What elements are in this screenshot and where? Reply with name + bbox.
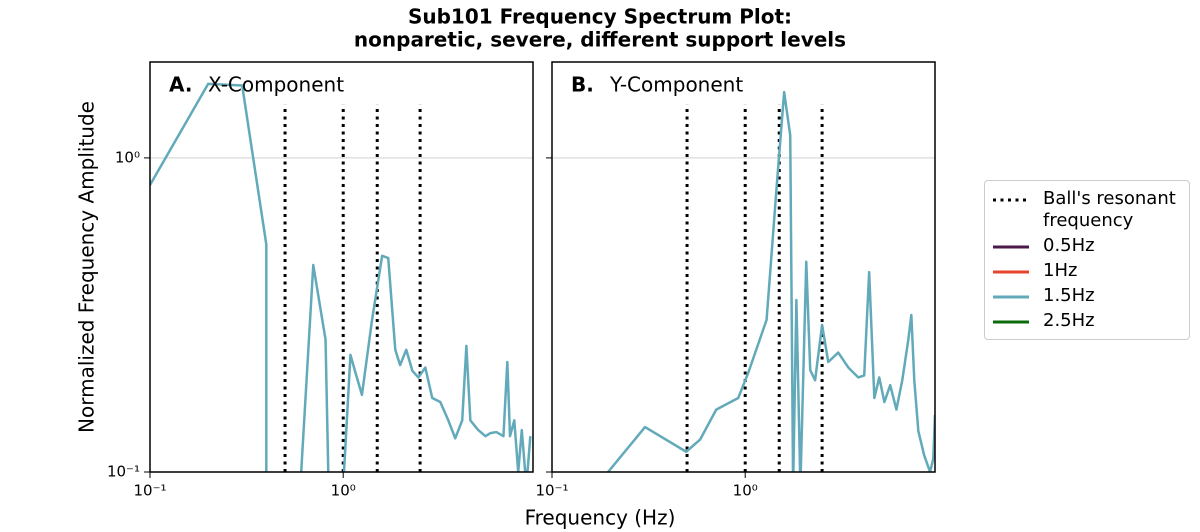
- panel-label: A.: [169, 73, 192, 97]
- axes-frame: [551, 61, 936, 473]
- y-axis-label: Normalized Frequency Amplitude: [75, 101, 99, 433]
- panel-label: B.: [571, 73, 594, 97]
- legend-label: 0.5Hz: [1043, 235, 1095, 256]
- legend-swatch: [993, 270, 1029, 274]
- data-line: [607, 90, 935, 472]
- legend-entry: 1Hz: [985, 260, 1189, 282]
- x-tick-label: 10⁰: [331, 482, 356, 500]
- panel-title: Y-Component: [609, 73, 743, 97]
- title-line: Sub101 Frequency Spectrum Plot:: [408, 5, 792, 29]
- legend-swatch: [993, 320, 1029, 324]
- axes-frame: [149, 61, 534, 473]
- title-line: nonparetic, severe, different support le…: [354, 28, 846, 52]
- legend-entry: 0.5Hz: [985, 235, 1189, 257]
- x-axis-label: Frequency (Hz): [525, 506, 676, 530]
- legend-label: 1.5Hz: [1043, 285, 1095, 306]
- legend-entry: 2.5Hz: [985, 310, 1189, 332]
- x-tick-label: 10⁰: [733, 482, 758, 500]
- legend-entry: 1.5Hz: [985, 285, 1189, 307]
- legend-label: 2.5Hz: [1043, 310, 1095, 331]
- legend: Ball's resonant frequency 0.5Hz 1Hz 1.5Hz 2.…: [984, 180, 1190, 340]
- y-tick-label: 10⁰: [115, 148, 140, 166]
- legend-entry: Ball's resonant frequency: [985, 188, 1189, 232]
- legend-label: 1Hz: [1043, 260, 1078, 281]
- legend-swatch: [993, 198, 1029, 202]
- legend-swatch: [993, 245, 1029, 249]
- panel-title: X-Component: [208, 73, 344, 97]
- x-tick-label: 10⁻¹: [133, 482, 166, 500]
- legend-swatch: [993, 295, 1029, 299]
- x-tick-label: 10⁻¹: [535, 482, 568, 500]
- legend-label: Ball's resonant frequency: [1043, 188, 1176, 231]
- y-tick-label: 10⁻¹: [107, 463, 140, 481]
- data-line: [150, 82, 532, 472]
